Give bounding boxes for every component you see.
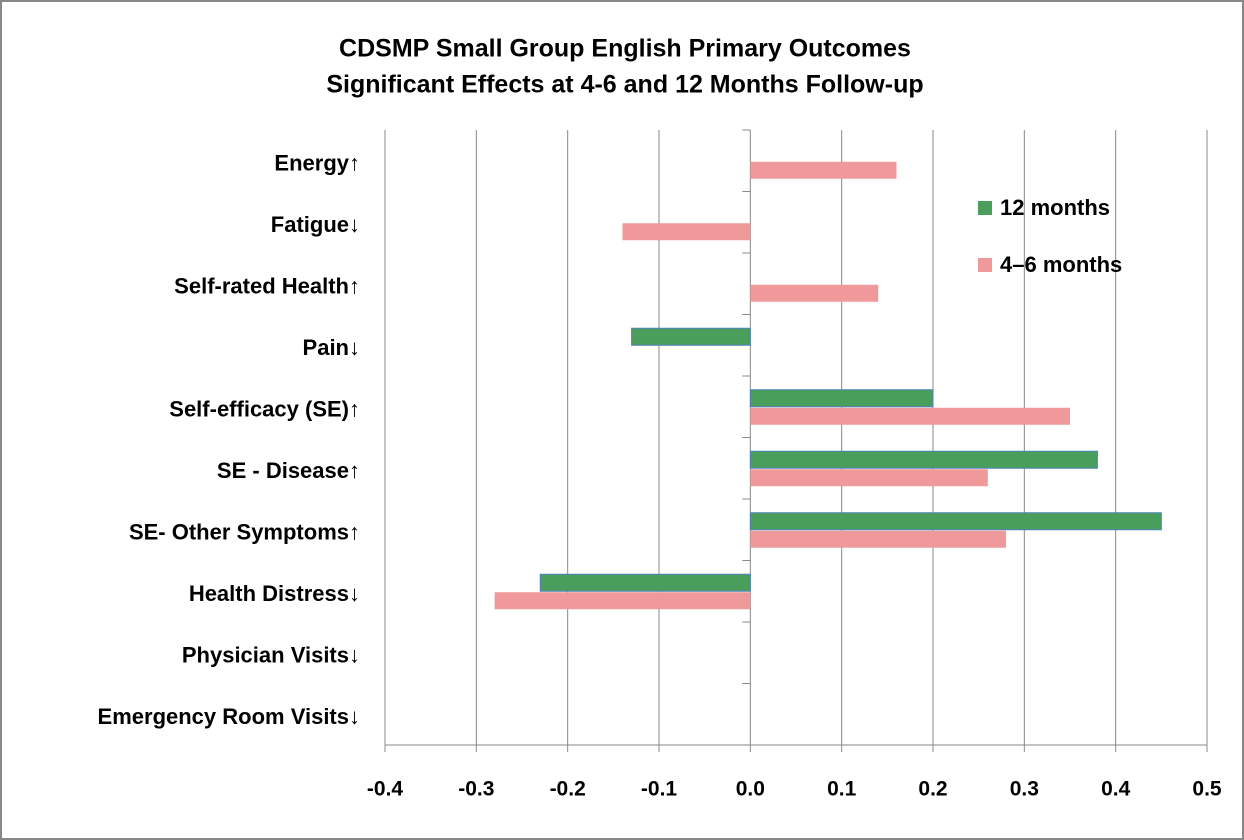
x-tick-label: 0.3 xyxy=(1010,778,1039,801)
y-tick-label: SE- Other Symptoms↑ xyxy=(129,520,360,545)
chart-title: CDSMP Small Group English Primary Outcom… xyxy=(339,35,911,63)
bar xyxy=(622,223,751,241)
y-tick-label: Energy↑ xyxy=(274,151,360,176)
y-tick-label: Self-efficacy (SE)↑ xyxy=(169,397,360,422)
x-tick-label: 0.1 xyxy=(827,778,857,801)
y-tick-label: SE - Disease↑ xyxy=(217,458,360,483)
y-tick-label: Physician Visits↓ xyxy=(182,643,360,668)
bar xyxy=(750,407,1070,425)
legend-swatch xyxy=(978,201,992,215)
x-tick-label: -0.4 xyxy=(367,778,404,801)
bar xyxy=(749,389,934,408)
y-tick-label: Fatigue↓ xyxy=(271,212,360,237)
x-tick-label: 0.5 xyxy=(1192,778,1222,801)
bar xyxy=(750,530,1007,548)
bar xyxy=(750,161,897,179)
bar xyxy=(749,512,1162,531)
bar xyxy=(494,592,751,610)
legend-swatch xyxy=(978,258,992,272)
bar xyxy=(631,327,751,346)
bar xyxy=(750,469,988,487)
chart-title: Significant Effects at 4-6 and 12 Months… xyxy=(326,71,923,99)
y-tick-label: Self-rated Health↑ xyxy=(174,274,360,299)
bar xyxy=(539,573,751,592)
y-tick-label: Pain↓ xyxy=(303,335,360,360)
bar xyxy=(750,284,879,302)
x-tick-label: -0.3 xyxy=(458,778,494,801)
y-tick-label: Emergency Room Visits↓ xyxy=(98,704,360,729)
legend-label: 12 months xyxy=(1000,195,1110,220)
y-tick-label: Health Distress↓ xyxy=(189,581,360,606)
bar xyxy=(749,450,1098,469)
legend-label: 4–6 months xyxy=(1000,252,1122,277)
x-tick-label: 0.0 xyxy=(736,778,765,801)
x-tick-label: 0.4 xyxy=(1101,778,1131,801)
x-tick-label: -0.2 xyxy=(550,778,586,801)
x-tick-label: -0.1 xyxy=(641,778,678,801)
x-tick-label: 0.2 xyxy=(918,778,947,801)
